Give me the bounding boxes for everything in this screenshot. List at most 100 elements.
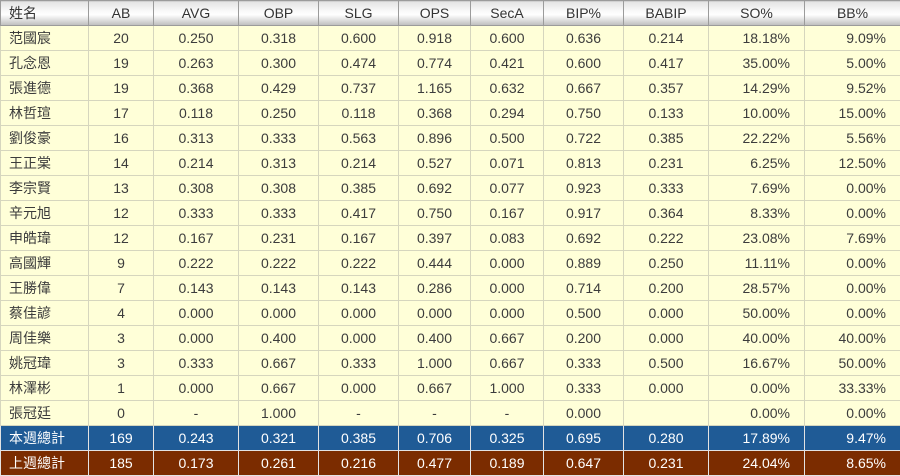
stat-bb-pct: 9.09%	[805, 26, 900, 51]
stat-avg: 0.143	[154, 276, 239, 301]
summary-this-week-bb-pct: 9.47%	[805, 426, 900, 451]
stat-obp: 0.250	[239, 101, 319, 126]
stat-avg: 0.000	[154, 376, 239, 401]
stat-ab: 3	[89, 351, 154, 376]
stat-obp: 1.000	[239, 401, 319, 426]
stat-bip-pct: 0.722	[544, 126, 624, 151]
stat-seca: 0.500	[471, 126, 544, 151]
stat-bip-pct: 0.714	[544, 276, 624, 301]
column-header-babip: BABIP	[624, 1, 709, 26]
stat-ops: 0.444	[399, 251, 471, 276]
stat-ab: 4	[89, 301, 154, 326]
stat-bb-pct: 33.33%	[805, 376, 900, 401]
stat-obp: 0.667	[239, 376, 319, 401]
stat-seca: 0.000	[471, 276, 544, 301]
summary-this-week-so-pct: 17.89%	[709, 426, 805, 451]
stat-ops: 1.165	[399, 76, 471, 101]
summary-this-week-seca: 0.325	[471, 426, 544, 451]
stat-bb-pct: 0.00%	[805, 251, 900, 276]
stat-bb-pct: 9.52%	[805, 76, 900, 101]
stat-bb-pct: 0.00%	[805, 276, 900, 301]
stat-slg: 0.000	[319, 301, 399, 326]
stat-ab: 14	[89, 151, 154, 176]
stat-ops: 0.400	[399, 326, 471, 351]
stat-babip: 0.222	[624, 226, 709, 251]
stat-ops: 0.667	[399, 376, 471, 401]
player-name: 劉俊豪	[1, 126, 89, 151]
stat-avg: 0.250	[154, 26, 239, 51]
stat-ab: 7	[89, 276, 154, 301]
stat-avg: 0.368	[154, 76, 239, 101]
stat-bip-pct: 0.000	[544, 401, 624, 426]
stat-seca: 0.421	[471, 51, 544, 76]
player-name: 蔡佳諺	[1, 301, 89, 326]
stat-seca: 0.167	[471, 201, 544, 226]
stat-bip-pct: 0.333	[544, 376, 624, 401]
stat-so-pct: 7.69%	[709, 176, 805, 201]
summary-last-week-bb-pct: 8.65%	[805, 451, 900, 476]
player-name: 姚冠瑋	[1, 351, 89, 376]
stat-bip-pct: 0.667	[544, 76, 624, 101]
stat-bip-pct: 0.813	[544, 151, 624, 176]
summary-this-week-babip: 0.280	[624, 426, 709, 451]
stat-seca: 0.667	[471, 326, 544, 351]
column-header-ab: AB	[89, 1, 154, 26]
summary-this-week-slg: 0.385	[319, 426, 399, 451]
summary-last-week-babip: 0.231	[624, 451, 709, 476]
stat-ab: 1	[89, 376, 154, 401]
stat-babip: 0.133	[624, 101, 709, 126]
stat-so-pct: 35.00%	[709, 51, 805, 76]
stat-avg: 0.118	[154, 101, 239, 126]
stat-slg: 0.000	[319, 376, 399, 401]
stat-babip: 0.231	[624, 151, 709, 176]
stat-bip-pct: 0.500	[544, 301, 624, 326]
stat-babip: 0.000	[624, 326, 709, 351]
stat-ops: 1.000	[399, 351, 471, 376]
stat-seca: 1.000	[471, 376, 544, 401]
stat-ops: 0.774	[399, 51, 471, 76]
stat-obp: 0.333	[239, 126, 319, 151]
stat-slg: 0.222	[319, 251, 399, 276]
stat-bb-pct: 0.00%	[805, 176, 900, 201]
stat-ab: 3	[89, 326, 154, 351]
stat-slg: 0.167	[319, 226, 399, 251]
stat-babip: 0.200	[624, 276, 709, 301]
stat-bip-pct: 0.636	[544, 26, 624, 51]
stat-so-pct: 0.00%	[709, 401, 805, 426]
stat-slg: 0.333	[319, 351, 399, 376]
stat-bip-pct: 0.333	[544, 351, 624, 376]
stat-bb-pct: 0.00%	[805, 401, 900, 426]
stat-ops: 0.000	[399, 301, 471, 326]
stat-bip-pct: 0.692	[544, 226, 624, 251]
stat-avg: 0.313	[154, 126, 239, 151]
stat-so-pct: 22.22%	[709, 126, 805, 151]
stat-babip: 0.214	[624, 26, 709, 51]
stat-obp: 0.429	[239, 76, 319, 101]
stat-slg: 0.737	[319, 76, 399, 101]
column-header-bip-pct: BIP%	[544, 1, 624, 26]
stat-ab: 12	[89, 226, 154, 251]
player-name: 高國輝	[1, 251, 89, 276]
column-header-so-pct: SO%	[709, 1, 805, 26]
column-header-bb-pct: BB%	[805, 1, 900, 26]
stat-ab: 19	[89, 51, 154, 76]
summary-last-week-ops: 0.477	[399, 451, 471, 476]
stat-obp: 0.222	[239, 251, 319, 276]
stat-avg: 0.000	[154, 301, 239, 326]
player-name: 申皓瑋	[1, 226, 89, 251]
player-name: 李宗賢	[1, 176, 89, 201]
column-header-avg: AVG	[154, 1, 239, 26]
stat-babip: 0.500	[624, 351, 709, 376]
stat-babip: 0.417	[624, 51, 709, 76]
stat-ab: 19	[89, 76, 154, 101]
player-name: 范國宸	[1, 26, 89, 51]
stat-bb-pct: 50.00%	[805, 351, 900, 376]
summary-last-week-so-pct: 24.04%	[709, 451, 805, 476]
stat-so-pct: 0.00%	[709, 376, 805, 401]
